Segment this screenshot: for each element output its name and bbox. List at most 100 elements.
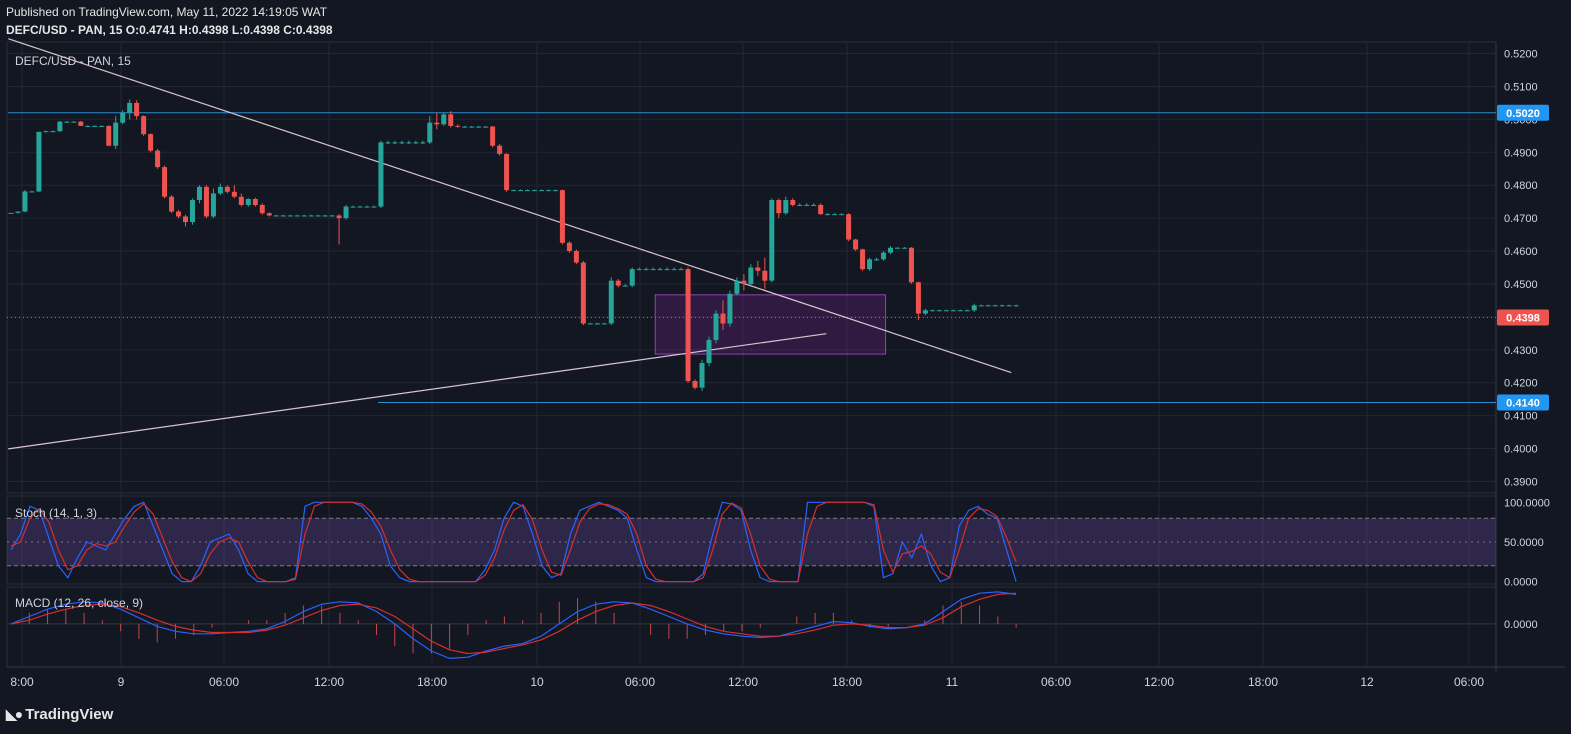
candle-body bbox=[71, 121, 77, 123]
candle bbox=[252, 197, 258, 207]
candle bbox=[594, 322, 600, 325]
signal-line bbox=[10, 592, 1017, 655]
candle bbox=[92, 125, 98, 127]
candle bbox=[678, 267, 684, 271]
price-label-0.4398: 0.4398 bbox=[1497, 309, 1549, 326]
candle-body bbox=[748, 267, 754, 284]
price-label-0.4140: 0.4140 bbox=[1497, 394, 1549, 411]
candle-body bbox=[469, 126, 475, 128]
price-label-bg bbox=[1497, 104, 1549, 121]
candle bbox=[169, 195, 175, 214]
candle bbox=[448, 111, 454, 128]
candle-body bbox=[525, 190, 531, 192]
y-tick-label: 0.4800 bbox=[1504, 180, 1538, 192]
candle bbox=[762, 257, 768, 289]
candle bbox=[601, 322, 607, 325]
candle bbox=[657, 267, 663, 271]
candle-body bbox=[734, 280, 740, 294]
candle-body bbox=[127, 102, 133, 113]
candle bbox=[769, 198, 775, 283]
candle-body bbox=[322, 215, 328, 217]
candle bbox=[915, 281, 921, 321]
candle-body bbox=[210, 193, 216, 217]
candle-body bbox=[406, 142, 412, 144]
candle-body bbox=[189, 200, 195, 223]
macd-line bbox=[10, 591, 1017, 660]
candle bbox=[455, 124, 461, 128]
candle-body bbox=[15, 211, 21, 213]
candle-body bbox=[839, 214, 845, 216]
tradingview-logo-icon: ◣● bbox=[6, 706, 23, 722]
candle bbox=[964, 309, 970, 312]
candle bbox=[329, 214, 335, 217]
x-tick-label: 12:00 bbox=[314, 675, 344, 689]
x-tick-label: 18:00 bbox=[417, 675, 447, 689]
candle bbox=[713, 310, 719, 344]
candle bbox=[427, 116, 433, 145]
candle-body bbox=[476, 126, 482, 128]
candle-body bbox=[350, 206, 356, 208]
candle bbox=[1013, 304, 1019, 307]
candle-body bbox=[43, 131, 49, 133]
price-panel[interactable] bbox=[7, 38, 1496, 450]
tradingview-watermark[interactable]: ◣● TradingView bbox=[6, 706, 113, 723]
price-panel-title: DEFC/USD - PAN, 15 bbox=[15, 54, 131, 68]
stoch-d-line bbox=[10, 501, 1017, 583]
candle-body bbox=[657, 269, 663, 271]
candle bbox=[741, 274, 747, 291]
candle bbox=[518, 189, 524, 192]
candle bbox=[622, 283, 628, 287]
x-tick-label: 10 bbox=[530, 675, 544, 689]
candle bbox=[183, 214, 188, 227]
candle bbox=[71, 121, 77, 123]
candle-body bbox=[57, 121, 63, 132]
stoch-panel-title: Stoch (14, 1, 3) bbox=[15, 506, 98, 520]
candle bbox=[804, 203, 810, 206]
candle-body bbox=[148, 134, 154, 151]
candle-body bbox=[566, 242, 572, 252]
candle-body bbox=[36, 131, 42, 192]
candle bbox=[615, 279, 621, 288]
candle-body bbox=[552, 190, 558, 192]
candle bbox=[273, 214, 279, 217]
candle bbox=[867, 257, 873, 271]
candle-body bbox=[650, 269, 656, 271]
stoch-y-tick: 100.0000 bbox=[1504, 497, 1550, 509]
candle bbox=[162, 165, 168, 199]
candle-body bbox=[266, 213, 272, 216]
candle bbox=[922, 308, 928, 316]
candle-body bbox=[364, 206, 370, 208]
x-tick-label: 06:00 bbox=[1454, 675, 1484, 689]
candle bbox=[783, 196, 789, 215]
candle-body bbox=[336, 215, 342, 219]
candle bbox=[462, 125, 468, 128]
candle bbox=[64, 121, 70, 123]
stoch-y-tick: 0.0000 bbox=[1504, 577, 1538, 589]
x-tick-label: 8:00 bbox=[10, 675, 34, 689]
candle-body bbox=[692, 381, 698, 388]
candle bbox=[552, 189, 558, 192]
candle bbox=[322, 214, 328, 217]
candle-body bbox=[894, 247, 900, 249]
macd-panel[interactable] bbox=[7, 591, 1496, 660]
candle-body bbox=[545, 190, 551, 192]
y-tick-label: 0.5200 bbox=[1504, 49, 1538, 61]
price-label-text: 0.4398 bbox=[1506, 313, 1540, 325]
candle bbox=[643, 267, 649, 271]
candle-body bbox=[259, 204, 265, 214]
candle-body bbox=[867, 259, 873, 270]
candle-body bbox=[971, 305, 977, 311]
candle-body bbox=[162, 167, 168, 197]
x-tick-label: 06:00 bbox=[1041, 675, 1071, 689]
candle bbox=[350, 205, 356, 208]
candle-body bbox=[811, 204, 817, 206]
candle bbox=[315, 214, 321, 217]
candle-body bbox=[776, 200, 782, 214]
candle bbox=[141, 115, 147, 136]
candle-body bbox=[357, 206, 363, 208]
y-tick-label: 0.4700 bbox=[1504, 213, 1538, 225]
stochastic-panel[interactable] bbox=[7, 501, 1496, 583]
candle-body bbox=[1006, 305, 1012, 307]
candle bbox=[155, 148, 161, 169]
